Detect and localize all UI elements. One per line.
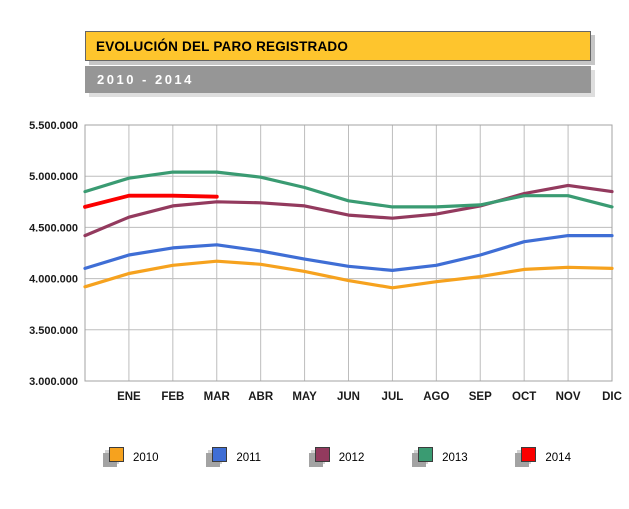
y-tick-label: 3.500.000 [29,325,78,337]
legend-swatch-2010 [103,447,125,468]
series-line-2013 [83,170,614,209]
chart-subtitle-bar: 2010 - 2014 [85,66,591,93]
x-tick-label: FEB [161,391,184,403]
x-tick-label: MAY [292,391,317,403]
legend-label-2013: 2013 [442,451,468,464]
legend-label-2010: 2010 [133,451,159,464]
y-tick-label: 3.000.000 [29,376,78,388]
legend-item-2014: 2014 [515,447,571,468]
series-line-2012 [83,183,614,238]
legend-swatch-color [314,447,330,462]
x-tick-label: JUL [382,391,404,403]
chart-subtitle: 2010 - 2014 [97,72,194,87]
legend-swatch-2014 [515,447,537,468]
x-tick-label: SEP [469,391,492,403]
x-tick-label: OCT [512,391,536,403]
legend-swatch-2013 [412,447,434,468]
y-tick-label: 4.500.000 [29,222,78,234]
series-line-2010 [83,259,614,290]
series-line-2014 [83,193,219,209]
legend-swatch-2011 [206,447,228,468]
x-tick-label: ENE [117,391,141,403]
line-chart-svg: 3.000.000 3.500.000 4.000.000 4.500.000 5.00… [29,120,622,403]
plot-frame [84,124,613,382]
legend-swatch-color [521,447,537,462]
y-tick-label: 5.500.000 [29,120,78,132]
legend-label-2012: 2012 [338,451,365,464]
chart-title-bar: EVOLUCIÓN DEL PARO REGISTRADO [85,31,591,61]
legend-swatch-color [212,447,228,462]
x-tick-label: JUN [337,391,360,403]
legend-item-2012: 2012 [308,447,365,468]
chart-legend: 2010 2011 2012 2013 2014 [103,447,571,468]
series-line-2011 [83,233,614,272]
legend-swatch-2012 [308,447,331,468]
x-tick-label: MAR [204,391,231,403]
legend-label-2014: 2014 [545,451,571,464]
legend-item-2013: 2013 [412,447,468,468]
y-tick-label: 4.000.000 [29,274,78,286]
chart-title: EVOLUCIÓN DEL PARO REGISTRADO [96,38,349,54]
legend-item-2011: 2011 [206,447,261,468]
legend-item-2010: 2010 [103,447,159,468]
legend-swatch-color [418,447,434,462]
x-tick-label: DIC [602,391,622,403]
legend-swatch-color [109,447,124,462]
y-tick-label: 5.000.000 [29,171,78,183]
x-tick-label: NOV [556,391,581,403]
legend-label-2011: 2011 [236,451,262,464]
x-tick-label: ABR [248,391,274,403]
x-tick-label: AGO [423,391,449,403]
